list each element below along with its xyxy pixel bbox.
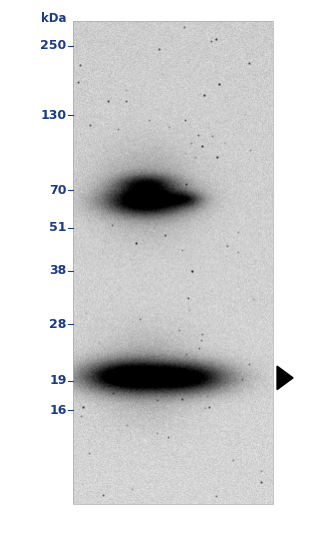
Text: 130: 130 (41, 109, 67, 122)
Text: 16: 16 (49, 404, 67, 416)
Polygon shape (277, 366, 293, 390)
Text: 38: 38 (49, 264, 67, 277)
Text: 70: 70 (49, 184, 67, 197)
Text: 28: 28 (49, 318, 67, 331)
Text: kDa: kDa (41, 12, 67, 25)
Text: 19: 19 (49, 374, 67, 387)
Text: 250: 250 (40, 39, 67, 52)
Text: 51: 51 (49, 221, 67, 234)
Bar (73, 21, 273, 504)
